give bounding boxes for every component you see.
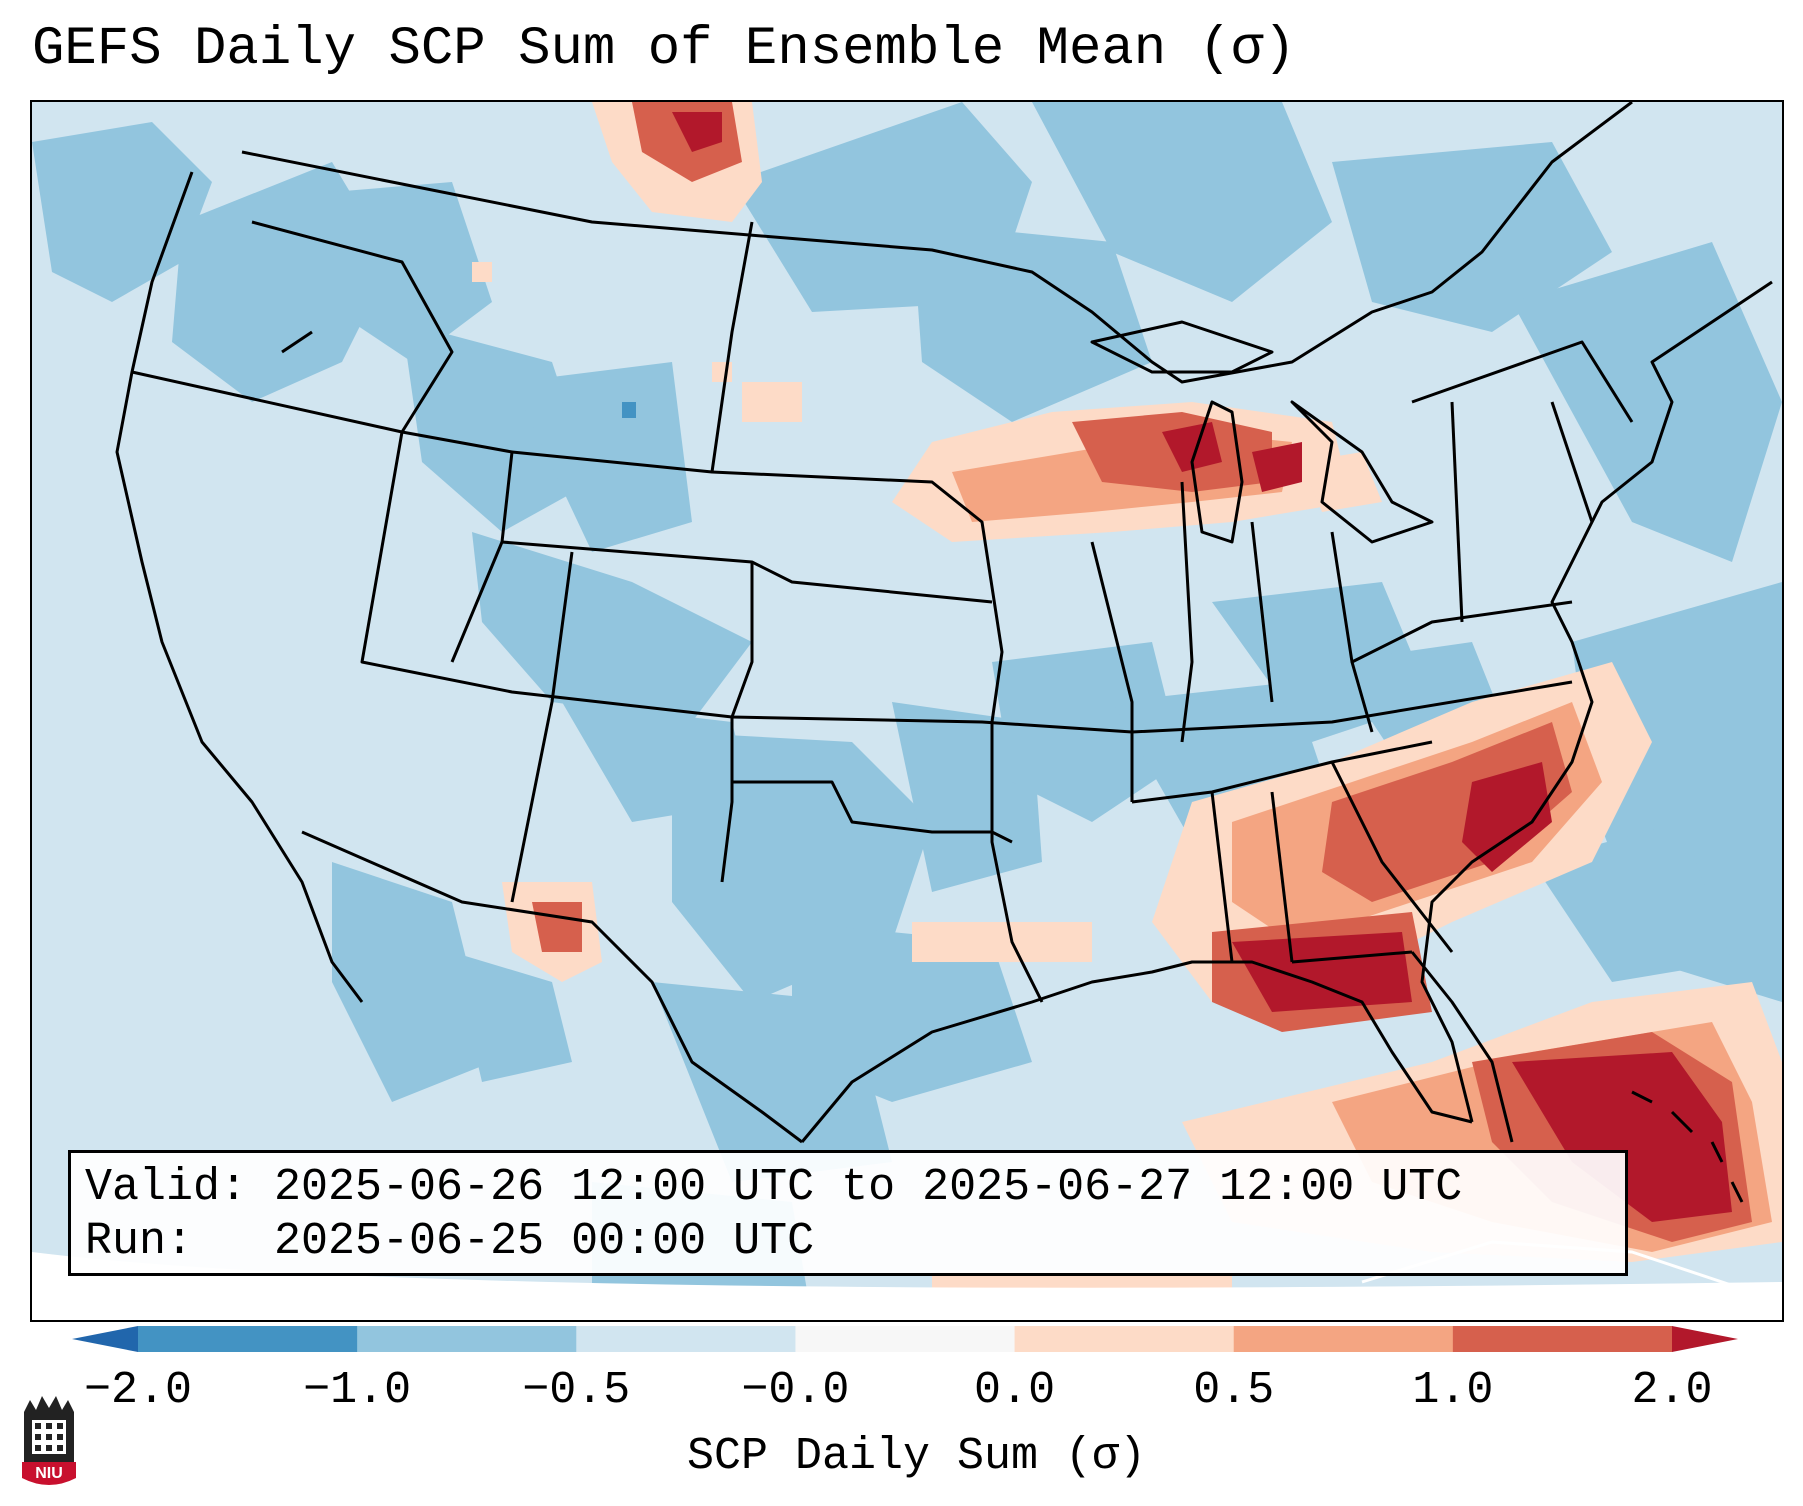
colorbar-tick-label: −2.0 xyxy=(83,1365,193,1416)
colorbar-tick-label: 0.5 xyxy=(1193,1365,1275,1416)
map-canvas xyxy=(32,102,1782,1320)
colorbar-tick-label: 2.0 xyxy=(1631,1365,1713,1416)
colorbar-bin xyxy=(138,1326,358,1352)
colorbar-tick-label: 0.0 xyxy=(974,1365,1056,1416)
run-time-text: Run: 2025-06-25 00:00 UTC xyxy=(85,1216,815,1267)
colorbar-bin xyxy=(357,1326,577,1352)
boundaries xyxy=(115,102,1773,1294)
colorbar-bin xyxy=(1014,1326,1235,1352)
chart-title: GEFS Daily SCP Sum of Ensemble Mean (σ) xyxy=(32,19,1296,80)
valid-time-box: Valid: 2025-06-26 12:00 UTC to 2025-06-2… xyxy=(68,1150,1628,1276)
colorbar-tick-label: −0.0 xyxy=(741,1365,850,1416)
colorbar-cells xyxy=(72,1326,1738,1352)
colorbar-tick-label: −1.0 xyxy=(303,1365,412,1416)
logo-text: NIU xyxy=(35,1465,63,1482)
colorbar-extend-high xyxy=(1672,1326,1738,1352)
colorbar-bin xyxy=(1452,1326,1673,1352)
niu-logo: NIU xyxy=(22,1396,76,1485)
projection-edge xyxy=(32,1252,1782,1320)
valid-time-text: Valid: 2025-06-26 12:00 UTC to 2025-06-2… xyxy=(85,1162,1463,1213)
colorbar-bin xyxy=(576,1326,796,1352)
strong-negative-cell xyxy=(622,402,636,418)
colorbar-bin xyxy=(795,1326,1016,1352)
colorbar-tick-label: 1.0 xyxy=(1412,1365,1494,1416)
colorbar-extend-low xyxy=(72,1326,138,1352)
colorbar-label: SCP Daily Sum (σ) xyxy=(686,1431,1147,1482)
map-panel: Valid: 2025-06-26 12:00 UTC to 2025-06-2… xyxy=(30,100,1784,1322)
colorbar-bin xyxy=(1233,1326,1454,1352)
colorbar xyxy=(72,1326,1738,1352)
colorbar-tick-label: −0.5 xyxy=(522,1365,631,1416)
